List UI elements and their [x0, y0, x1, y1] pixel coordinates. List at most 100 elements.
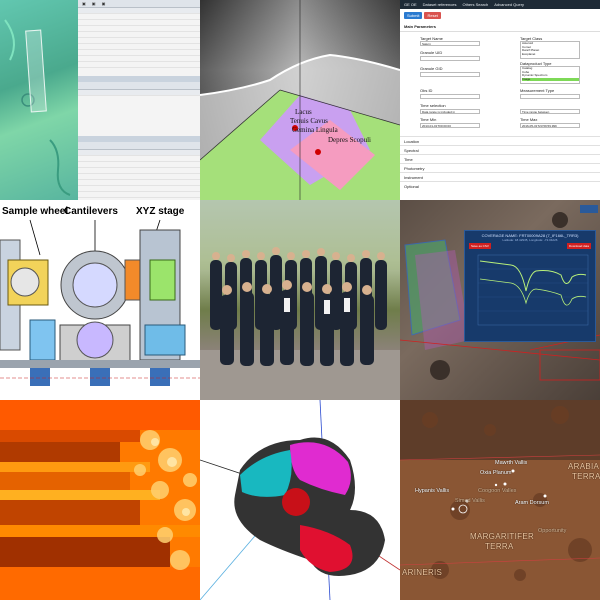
- caption-cantilevers: Cantilevers: [64, 206, 118, 217]
- spectrum-plot: [477, 254, 589, 326]
- granule-uid-input[interactable]: [420, 56, 480, 61]
- browser-toolbar: ▣ ▣ ▣: [78, 0, 200, 8]
- map-label: Simud Vallis: [455, 498, 485, 504]
- tree-row[interactable]: [78, 38, 200, 44]
- tile-query-form: GE OE Dataset references Others Search A…: [400, 0, 600, 200]
- radargram-scene: [200, 0, 400, 200]
- section-bar: [78, 136, 200, 142]
- tree-row[interactable]: [78, 180, 200, 186]
- table-header: [78, 90, 200, 96]
- map-label: Oxia Planum: [480, 470, 512, 476]
- terrain-label: Depres Scopuli: [328, 136, 371, 144]
- time-min-input[interactable]: 2013-01-01T00:00:00: [420, 123, 480, 128]
- measurement-input[interactable]: [520, 94, 580, 99]
- tile-heatmap: [0, 400, 200, 600]
- option[interactable]: Exoplanet: [522, 51, 536, 56]
- tile-instrument-drawing: Sample wheel Cantilevers XYZ stage: [0, 200, 200, 400]
- download-button[interactable]: Download data: [566, 243, 591, 249]
- target-name-input[interactable]: Saturn: [420, 41, 480, 46]
- nav-tab[interactable]: GE OE: [404, 2, 417, 7]
- accordion-optional[interactable]: Optional: [400, 181, 600, 190]
- tile-mars-map: Mawrth Vallis Oxia Planum Hypanis Vallis…: [400, 400, 600, 600]
- field-label: Granule GID: [420, 66, 443, 71]
- field-label: Time selection: [420, 103, 446, 108]
- nav-bar: GE OE Dataset references Others Search A…: [400, 0, 600, 9]
- tree-row[interactable]: [78, 44, 200, 50]
- option[interactable]: Dwarf Planet: [522, 48, 540, 52]
- accordion-instrument[interactable]: Instrument: [400, 172, 600, 181]
- terrain-map: [0, 0, 78, 200]
- toolbar-btn[interactable]: ▣: [82, 1, 86, 6]
- comet-shape-model: [200, 400, 400, 600]
- section-bar: [78, 76, 200, 82]
- submit-button[interactable]: Submit: [404, 12, 423, 19]
- map-label: TERRA: [572, 472, 600, 481]
- obs-id-input[interactable]: [420, 94, 480, 99]
- nav-tab[interactable]: Advanced Query: [494, 2, 525, 7]
- dataproduct-list[interactable]: Catalog Cube Dynamic Spectrum Image: [520, 66, 580, 84]
- spectrum-popup: COVERAGE NAME: FRT00009A28 (7_IF166L_TRR…: [464, 230, 596, 342]
- field-label: Time Max: [520, 117, 538, 122]
- mars-terrain-map: [400, 400, 600, 600]
- accordion-location[interactable]: Location: [400, 136, 600, 145]
- map-label: ARABIA: [568, 462, 600, 471]
- table-header: [78, 8, 200, 14]
- tree-row[interactable]: [78, 192, 200, 198]
- cad-drawing: [0, 219, 200, 386]
- terrain-map-relief: [4, 19, 71, 196]
- tree-row[interactable]: [78, 174, 200, 180]
- time-range-select[interactable]: Time range between: [520, 109, 580, 114]
- tree-row[interactable]: [78, 186, 200, 192]
- toolbar-btn[interactable]: ▣: [91, 1, 96, 6]
- tree-row[interactable]: [78, 32, 200, 38]
- map-label: Hypanis Vallis: [415, 488, 450, 494]
- browser-toolbar: [78, 82, 200, 90]
- tree-row[interactable]: [78, 156, 200, 162]
- reset-button[interactable]: Reset: [424, 12, 441, 19]
- toolbar-btn[interactable]: ▣: [101, 1, 106, 6]
- file-browser-panel: ▣ ▣ ▣: [78, 0, 200, 200]
- tree-row[interactable]: [78, 168, 200, 174]
- tile-radar-terrain: Lacus Tenuis Cavus Gemina Lingula Depres…: [200, 0, 400, 200]
- accordion-photometry[interactable]: Photometry: [400, 163, 600, 172]
- table-header: [78, 150, 200, 156]
- field-label: Obs ID: [420, 88, 433, 93]
- tree-row[interactable]: [78, 26, 200, 32]
- field-label: Measurement Type: [520, 88, 555, 93]
- terrain-label: Gemina Lingula: [292, 126, 338, 134]
- map-label: Opportunity: [538, 528, 567, 534]
- accordion-spectral[interactable]: Spectral: [400, 145, 600, 154]
- field-label: Granule UID: [420, 50, 443, 55]
- accordion-time[interactable]: Time: [400, 154, 600, 163]
- field-label: Dataproduct Type: [520, 61, 552, 66]
- tree-row[interactable]: [78, 62, 200, 68]
- option[interactable]: Image: [522, 77, 579, 81]
- tree-row[interactable]: [78, 56, 200, 62]
- save-csv-button[interactable]: Save as CSV: [469, 243, 491, 249]
- tree-row[interactable]: [78, 14, 200, 20]
- option[interactable]: Cube: [522, 69, 530, 74]
- nav-tab[interactable]: Others Search: [462, 2, 489, 7]
- option[interactable]: Asteroid: [522, 41, 534, 45]
- map-label: MARGARITIFER: [470, 532, 535, 541]
- granule-gid-input[interactable]: [420, 72, 480, 77]
- tree-row[interactable]: [78, 162, 200, 168]
- time-selection-select[interactable]: Data range is included in: [420, 109, 480, 114]
- map-label: Coogoon Valles: [478, 488, 517, 494]
- target-class-list[interactable]: Asteroid Comet Dwarf Planet Exoplanet: [520, 41, 580, 59]
- map-label: TERRA: [485, 542, 514, 551]
- option[interactable]: Comet: [522, 44, 531, 49]
- field-label: Time Min: [420, 117, 437, 122]
- tree-row[interactable]: [78, 20, 200, 26]
- option[interactable]: Dynamic Spectrum: [522, 73, 548, 77]
- popup-title: COVERAGE NAME: FRT00009A28 (7_IF166L_TRR…: [481, 233, 579, 238]
- browser-toolbar: [78, 142, 200, 150]
- field-label: Target Class: [520, 36, 543, 41]
- caption-xyz-stage: XYZ stage: [136, 206, 185, 217]
- time-max-input[interactable]: 2016-05-31T23:59:59.999: [520, 123, 580, 128]
- tree-row[interactable]: [78, 50, 200, 56]
- map-label: ARINERIS: [402, 568, 443, 577]
- nav-tab[interactable]: Dataset references: [422, 2, 457, 7]
- option[interactable]: Catalog: [522, 66, 533, 70]
